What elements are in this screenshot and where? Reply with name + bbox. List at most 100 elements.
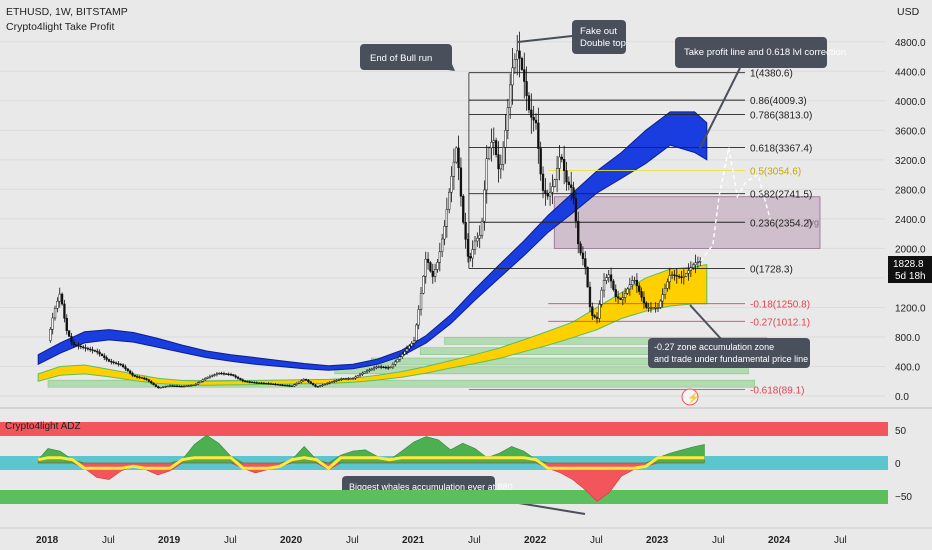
- price-tick-label: 4000.0: [895, 97, 926, 108]
- price-candles: [49, 31, 702, 389]
- candle-body: [520, 57, 524, 70]
- candle-body: [628, 284, 631, 290]
- candle-body: [363, 371, 366, 374]
- candle-body: [274, 383, 277, 386]
- candle-body: [396, 359, 399, 363]
- candle-body: [82, 346, 85, 348]
- callout-fake-out-line2: Double top: [580, 38, 626, 49]
- candle-body: [114, 362, 118, 364]
- candle-body: [485, 158, 488, 191]
- candle-body: [86, 348, 90, 350]
- candle-body: [206, 376, 209, 379]
- candle-body: [631, 280, 634, 285]
- candle-body: [96, 350, 99, 353]
- fib-label: -0.27(1012.1): [750, 317, 810, 328]
- countdown: 5d 18h: [895, 271, 926, 282]
- candle-body: [321, 384, 324, 387]
- candle-body: [84, 347, 87, 349]
- candle-body: [654, 307, 657, 309]
- candle-body: [140, 377, 143, 379]
- candle-body: [143, 377, 146, 380]
- candle-body: [626, 288, 629, 294]
- candle-body: [382, 366, 385, 368]
- candle-body: [555, 168, 559, 180]
- candle-body: [260, 382, 263, 384]
- candle-body: [682, 275, 685, 278]
- candle-body: [159, 387, 162, 389]
- callout-take-profit-pointer: [699, 67, 741, 149]
- candle-body: [572, 187, 575, 199]
- candle-body: [316, 386, 319, 388]
- candle-body: [124, 366, 127, 370]
- candle-body: [424, 258, 427, 277]
- time-axis[interactable]: 2018 Jul 2019 Jul 2020 Jul 2021 Jul 2022 Jul 2023 J…: [36, 535, 847, 546]
- event-marker[interactable]: ⚡: [681, 388, 699, 406]
- candle-body: [546, 193, 549, 197]
- candle-body: [429, 262, 432, 272]
- candle-body: [311, 383, 315, 386]
- candle-body: [527, 95, 531, 111]
- time-tick-label: 2018: [36, 535, 59, 546]
- candle-body: [192, 384, 195, 387]
- fib-label: 0.86(4009.3): [750, 96, 807, 107]
- candle-body: [473, 240, 477, 250]
- candle-body: [645, 302, 648, 308]
- candle-body: [248, 381, 251, 383]
- candle-body: [614, 289, 617, 297]
- candle-body: [89, 348, 92, 351]
- candle-body: [229, 374, 233, 376]
- time-tick-label: 2023: [646, 535, 669, 546]
- candle-body: [530, 109, 533, 118]
- candle-body: [368, 369, 371, 372]
- candle-body: [215, 373, 219, 375]
- candle-body: [563, 159, 566, 171]
- candle-body: [168, 385, 172, 387]
- callout-accumulation-box: [648, 338, 810, 368]
- candle-body: [152, 382, 155, 386]
- candle-body: [689, 267, 692, 271]
- candle-body: [591, 306, 594, 316]
- candle-body: [243, 380, 247, 383]
- candle-body: [178, 385, 181, 388]
- candle-body: [354, 376, 357, 379]
- candle-body: [147, 379, 151, 382]
- candle-body: [419, 292, 423, 310]
- candle-body: [586, 266, 589, 288]
- candle-body: [199, 380, 202, 383]
- candle-body: [668, 275, 671, 283]
- callout-end-of-bull: End of Bull run: [360, 44, 455, 71]
- candle-body: [246, 381, 249, 383]
- candle-body: [506, 107, 509, 131]
- candle-body: [309, 381, 312, 384]
- candle-body: [433, 269, 437, 277]
- callout-accumulation-line2: and trade under fundamental price line: [654, 354, 808, 364]
- adz-tick-label: −50: [895, 492, 912, 503]
- candle-body: [694, 262, 697, 266]
- candle-body: [220, 372, 223, 375]
- currency-label: USD: [897, 6, 920, 18]
- adz-zero-ribbon: [37, 456, 705, 471]
- candle-body: [699, 260, 702, 263]
- candle-body: [49, 329, 52, 341]
- candle-body: [218, 372, 221, 375]
- symbol-title: ETHUSD, 1W, BITSTAMP: [6, 6, 128, 18]
- candle-body: [281, 384, 284, 387]
- candle-body: [443, 226, 446, 240]
- grid: [0, 41, 885, 397]
- candle-body: [194, 383, 197, 386]
- callout-take-profit-box: [675, 37, 827, 68]
- candle-body: [452, 161, 456, 177]
- candle-body: [288, 385, 291, 387]
- candle-body: [558, 156, 561, 169]
- candle-body: [70, 336, 73, 343]
- candle-body: [387, 367, 390, 369]
- price-tick-label: 2400.0: [895, 215, 926, 226]
- candle-body: [302, 379, 305, 381]
- candle-body: [539, 148, 542, 175]
- candle-body: [208, 376, 212, 378]
- price-tick-label: 2800.0: [895, 185, 926, 196]
- candle-body: [422, 275, 425, 294]
- candle-body: [307, 380, 310, 383]
- candle-body: [98, 351, 101, 355]
